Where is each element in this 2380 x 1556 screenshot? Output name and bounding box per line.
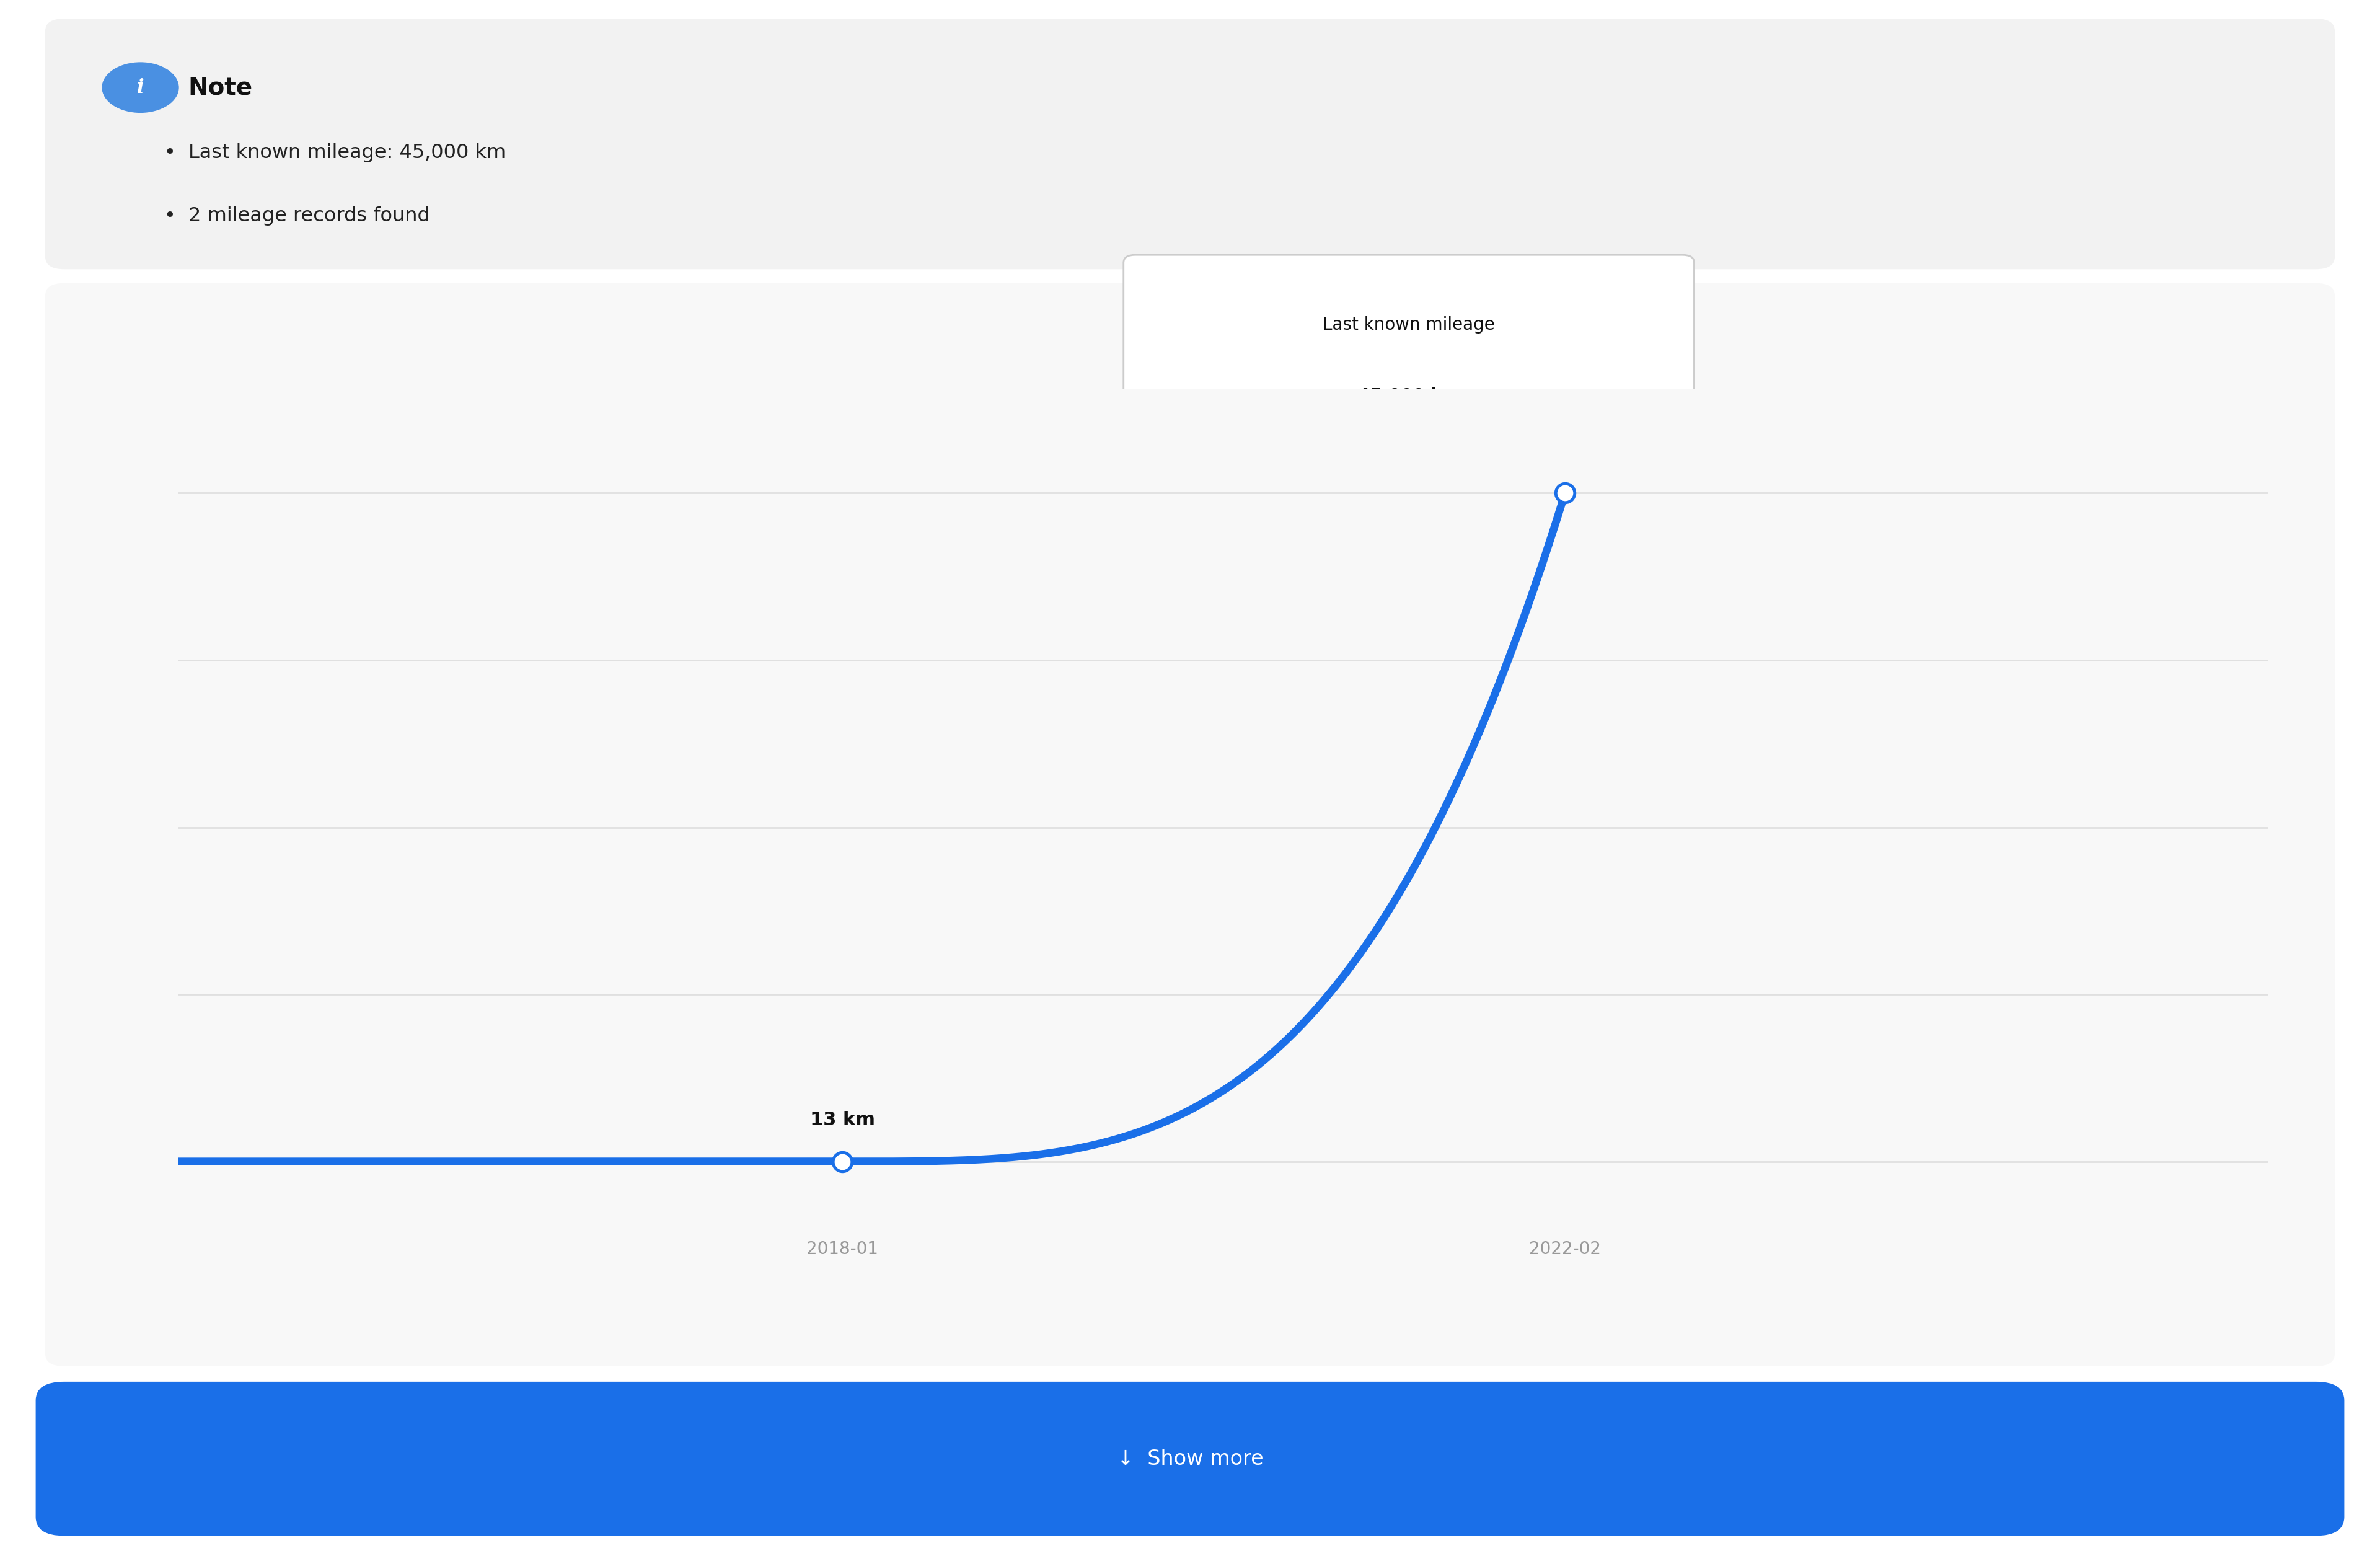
Text: 13 km: 13 km (809, 1111, 876, 1128)
Text: 45,000 km: 45,000 km (1359, 387, 1459, 405)
Text: 2022-02: 2022-02 (1528, 1240, 1602, 1257)
Text: i: i (136, 78, 145, 96)
FancyBboxPatch shape (1123, 255, 1695, 448)
Text: ↓  Show more: ↓ Show more (1116, 1449, 1264, 1469)
Text: Note: Note (188, 76, 252, 100)
Text: Last known mileage: Last known mileage (1323, 316, 1495, 335)
Text: •  Last known mileage: 45,000 km: • Last known mileage: 45,000 km (164, 143, 507, 162)
Circle shape (102, 62, 178, 112)
FancyBboxPatch shape (45, 19, 2335, 269)
FancyBboxPatch shape (36, 1382, 2344, 1536)
FancyBboxPatch shape (45, 283, 2335, 1366)
Text: •  2 mileage records found: • 2 mileage records found (164, 207, 431, 226)
Text: 2018-01: 2018-01 (807, 1240, 878, 1257)
